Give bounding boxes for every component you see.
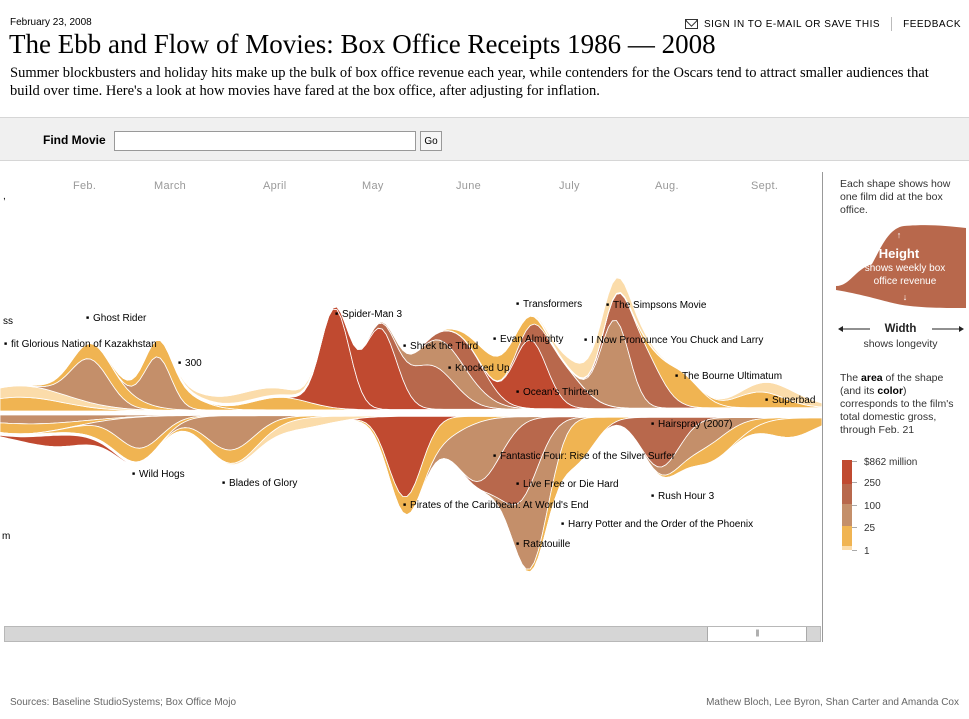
find-movie-input[interactable]: [114, 131, 416, 151]
scale-swatch-3: [842, 526, 852, 546]
month-april: April: [263, 180, 287, 192]
movie-stream[interactable]: [0, 277, 822, 404]
movie-label[interactable]: Spider-Man 3: [335, 309, 402, 320]
width-title: Width: [884, 323, 917, 335]
svg-text:↓: ↓: [903, 292, 908, 302]
scale-label: 25: [864, 523, 876, 534]
movie-label[interactable]: 300: [178, 358, 202, 369]
go-button[interactable]: Go: [420, 131, 442, 151]
edge-label-mid: ss: [3, 316, 13, 327]
scale-label: 100: [864, 501, 881, 512]
movie-label[interactable]: Superbad: [765, 395, 815, 406]
edge-label-top: ,: [3, 191, 6, 202]
movie-label[interactable]: Blades of Glory: [222, 478, 297, 489]
find-movie-label: Find Movie: [43, 133, 106, 147]
month-june: June: [456, 180, 482, 192]
movie-label[interactable]: fit Glorious Nation of Kazakhstan: [4, 339, 157, 350]
movie-label[interactable]: Ghost Rider: [86, 313, 146, 324]
date: February 23, 2008: [10, 17, 92, 28]
height-desc-1: shows weekly box: [865, 263, 946, 274]
streamgraph[interactable]: Feb. March April May June July Aug. Sept…: [0, 165, 822, 625]
movie-label[interactable]: Rush Hour 3: [651, 491, 714, 502]
height-title: Height: [879, 246, 920, 261]
utility-links: SIGN IN TO E-MAIL OR SAVE THIS FEEDBACK: [684, 17, 961, 31]
credits: Mathew Bloch, Lee Byron, Shan Carter and…: [706, 697, 959, 708]
timeline-scrollbar[interactable]: |||: [4, 626, 821, 642]
width-desc: shows longevity: [863, 338, 938, 350]
sources: Sources: Baseline StudioSystems; Box Off…: [10, 697, 237, 708]
month-march: March: [154, 180, 187, 192]
movie-stream[interactable]: [0, 421, 822, 574]
divider: [891, 17, 893, 31]
movie-label[interactable]: Ratatouille: [516, 539, 570, 550]
scale-swatch-0: [842, 460, 852, 484]
month-july: July: [559, 180, 580, 192]
height-desc-2: office revenue: [874, 276, 937, 287]
edge-label-bottom: m: [2, 531, 11, 542]
movie-label[interactable]: The Simpsons Movie: [606, 300, 706, 311]
month-feb: Feb.: [73, 180, 97, 192]
month-may: May: [362, 180, 384, 192]
movie-label[interactable]: Wild Hogs: [132, 469, 185, 480]
movie-label[interactable]: Harry Potter and the Order of the Phoeni…: [561, 519, 753, 530]
movie-label[interactable]: Live Free or Die Hard: [516, 479, 619, 490]
month-aug: Aug.: [655, 180, 679, 192]
legend-divider: [822, 172, 823, 642]
movie-label[interactable]: Ocean's Thirteen: [516, 387, 599, 398]
movie-label[interactable]: I Now Pronounce You Chuck and Larry: [584, 335, 763, 346]
scale-swatch-1: [842, 484, 852, 504]
movie-label[interactable]: Transformers: [516, 299, 582, 310]
movie-label[interactable]: Fantastic Four: Rise of the Silver Surfe…: [493, 451, 675, 462]
area-note: The area of the shape (and its color) co…: [840, 372, 954, 436]
scale-label: $862 million: [864, 457, 918, 468]
search-bar: Find Movie Go: [0, 117, 969, 161]
scrollbar-thumb[interactable]: |||: [707, 627, 807, 641]
legend-intro: Each shape shows how one film did at the…: [840, 178, 951, 216]
legend-shape: ↑ Height shows weekly box office revenue…: [836, 225, 966, 308]
movie-label[interactable]: The Bourne Ultimatum: [675, 371, 782, 382]
scale-label: 250: [864, 478, 881, 489]
streamgraph-svg[interactable]: [0, 165, 822, 625]
month-sept: Sept.: [751, 180, 779, 192]
sign-in-link[interactable]: SIGN IN TO E-MAIL OR SAVE THIS: [703, 18, 881, 30]
feedback-link[interactable]: FEEDBACK: [903, 18, 961, 30]
width-arrow: [838, 326, 964, 332]
movie-label[interactable]: Shrek the Third: [403, 341, 478, 352]
movie-label[interactable]: Evan Almighty: [493, 334, 563, 345]
movie-label[interactable]: Hairspray (2007): [651, 419, 732, 430]
email-icon[interactable]: [684, 19, 698, 29]
movie-label[interactable]: Knocked Up: [448, 363, 509, 374]
page-title: The Ebb and Flow of Movies: Box Office R…: [9, 29, 716, 59]
svg-text:↑: ↑: [897, 230, 902, 240]
movie-label[interactable]: Pirates of the Caribbean: At World's End: [403, 500, 589, 511]
scale-label: 1: [864, 546, 870, 557]
scale-swatch-4: [842, 546, 852, 550]
scale-swatch-2: [842, 504, 852, 526]
page-subtitle: Summer blockbusters and holiday hits mak…: [10, 65, 929, 99]
